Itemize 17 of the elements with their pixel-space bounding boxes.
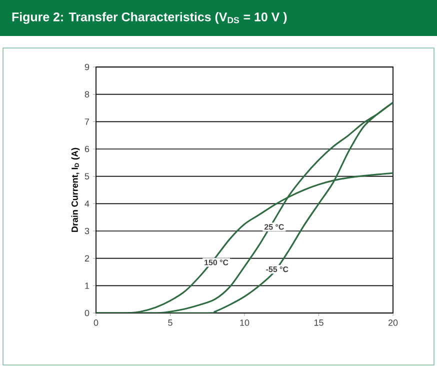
y-tick-label: 5 xyxy=(84,173,90,180)
y-tick-label: 3 xyxy=(84,228,90,234)
x-tick-label: 0 xyxy=(94,320,98,326)
x-tick-label: 10 xyxy=(240,320,250,326)
x-tick-label: 5 xyxy=(168,320,172,326)
x-tick-label: 20 xyxy=(388,320,398,326)
y-tick-label: 0 xyxy=(84,310,90,316)
y-tick-label: 6 xyxy=(84,146,90,152)
y-tick-label: 4 xyxy=(84,200,90,207)
y-tick-label: 8 xyxy=(84,91,90,98)
y-tick-label: 7 xyxy=(84,118,90,125)
y-axis-title: Drain Current, I$_{D}$ (A) xyxy=(71,148,80,232)
y-tick-label: 2 xyxy=(84,255,90,262)
chart-title: Figure 2: Transfer Characteristics (V$_{DS}$ = 10 V ) xyxy=(12,12,287,24)
y-tick-label: 9 xyxy=(84,64,90,70)
y-tick-label: 1 xyxy=(85,282,90,289)
x-tick-label: 15 xyxy=(314,320,324,326)
